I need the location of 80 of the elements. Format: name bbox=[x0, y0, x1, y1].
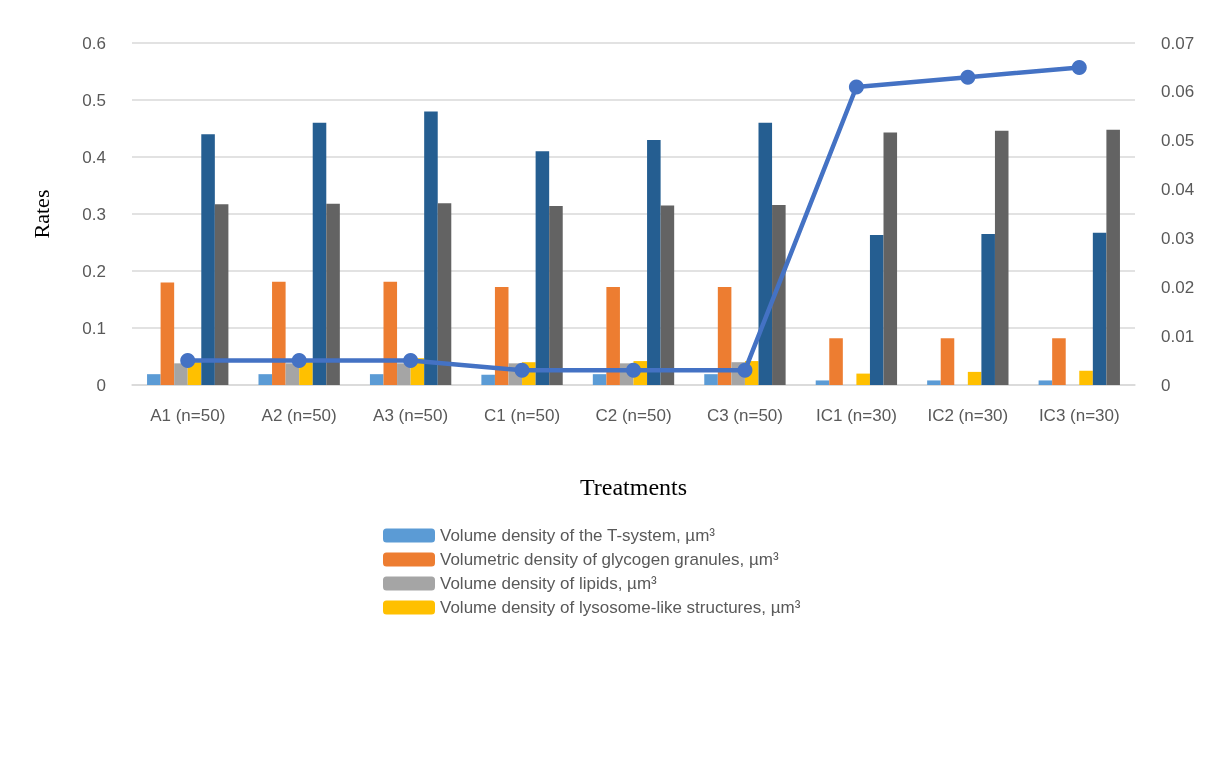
x-tick-label: A2 (n=50) bbox=[261, 406, 337, 425]
bar bbox=[1052, 338, 1066, 385]
point bbox=[737, 362, 753, 378]
y2-tick-label: 0.05 bbox=[1161, 131, 1195, 151]
bar bbox=[647, 139, 661, 385]
y-tick-label: 0.5 bbox=[82, 90, 106, 110]
y-tick-label: 0.3 bbox=[82, 204, 106, 224]
y2-tick-label: 0.01 bbox=[1161, 326, 1195, 346]
bar bbox=[1038, 380, 1053, 385]
bar bbox=[717, 286, 732, 385]
bar bbox=[312, 122, 327, 385]
bar bbox=[147, 374, 161, 385]
bar bbox=[494, 286, 509, 385]
bar bbox=[424, 111, 438, 385]
point bbox=[180, 353, 196, 369]
bar bbox=[1079, 370, 1093, 385]
y-tick-label: 0.6 bbox=[82, 33, 106, 53]
point bbox=[960, 69, 976, 85]
x-tick-label: IC2 (n=30) bbox=[927, 406, 1009, 425]
bar bbox=[704, 374, 718, 385]
bar bbox=[994, 130, 1009, 385]
point bbox=[848, 79, 864, 95]
point bbox=[291, 353, 307, 369]
bar bbox=[815, 380, 830, 385]
x-tick-label: IC3 (n=30) bbox=[1038, 406, 1120, 425]
bar bbox=[758, 122, 773, 385]
bar bbox=[869, 235, 884, 385]
y-tick-label: 0 bbox=[96, 375, 106, 395]
x-tick-label: C2 (n=50) bbox=[595, 406, 672, 425]
bar bbox=[1106, 129, 1120, 385]
y2-tick-label: 0.07 bbox=[1161, 33, 1195, 53]
legend-label: Volume density of lipids, µm³ bbox=[440, 574, 658, 593]
bar bbox=[592, 374, 607, 385]
legend-label: Volumetric density of glycogen granules, µm³ bbox=[440, 550, 779, 569]
x-tick-label: A3 (n=50) bbox=[373, 406, 449, 425]
y-tick-label: 0.1 bbox=[82, 318, 106, 338]
point bbox=[1071, 59, 1087, 75]
bar bbox=[397, 363, 411, 385]
bar bbox=[1092, 232, 1107, 385]
bar bbox=[174, 363, 188, 385]
y2-tick-label: 0.04 bbox=[1161, 180, 1195, 200]
bar bbox=[258, 374, 273, 385]
bar bbox=[201, 134, 215, 385]
bar bbox=[772, 204, 786, 385]
bar bbox=[383, 281, 398, 385]
bar bbox=[272, 281, 286, 385]
y-axis-title: Rates bbox=[28, 189, 54, 239]
y2-tick-label: 0.06 bbox=[1161, 82, 1195, 102]
y-tick-label: 0.4 bbox=[82, 147, 106, 167]
x-tick-label: C1 (n=50) bbox=[484, 406, 561, 425]
bar bbox=[927, 380, 941, 385]
bar bbox=[535, 151, 550, 385]
bar bbox=[369, 374, 384, 385]
bar bbox=[160, 282, 175, 385]
y2-tick-label: 0.03 bbox=[1161, 228, 1195, 248]
legend-label: Volume density of the T-system, µm³ bbox=[440, 526, 716, 545]
point bbox=[403, 353, 419, 369]
y2-tick-label: 0.02 bbox=[1161, 277, 1195, 297]
bar bbox=[660, 205, 675, 385]
point bbox=[626, 362, 641, 378]
bar bbox=[326, 203, 340, 385]
bar bbox=[437, 203, 452, 385]
x-tick-label: IC1 (n=30) bbox=[815, 406, 897, 425]
x-axis-title: Treatments bbox=[579, 474, 688, 500]
bar bbox=[883, 132, 898, 385]
y2-tick-label: 0 bbox=[1161, 375, 1171, 395]
y-tick-label: 0.2 bbox=[82, 261, 106, 281]
bar bbox=[967, 371, 982, 385]
bar bbox=[856, 373, 870, 385]
bar bbox=[829, 338, 843, 385]
bar bbox=[214, 204, 229, 385]
bar bbox=[606, 286, 620, 385]
point bbox=[514, 362, 530, 378]
legend-label: Volume density of lysosome-like structures, µm³ bbox=[440, 598, 801, 617]
bar bbox=[940, 338, 955, 385]
bar bbox=[549, 206, 563, 385]
bar bbox=[981, 233, 995, 385]
x-tick-label: C3 (n=50) bbox=[706, 406, 783, 425]
x-tick-label: A1 (n=50) bbox=[150, 406, 226, 425]
bar bbox=[481, 374, 495, 385]
